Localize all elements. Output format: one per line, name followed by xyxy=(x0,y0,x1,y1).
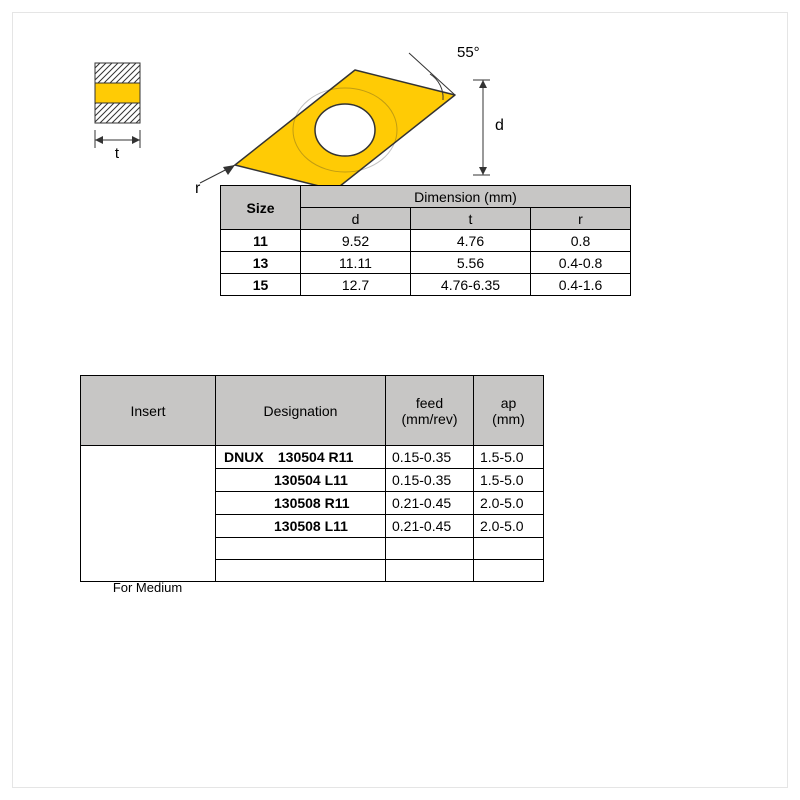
top-view-diagram: 55° d r xyxy=(195,35,515,198)
dimension-table: Size Dimension (mm) d t r 11 9.52 4.76 0… xyxy=(220,185,631,296)
angle-label: 55° xyxy=(457,44,480,61)
side-view-diagram: t xyxy=(75,58,170,176)
feed-header: feed (mm/rev) xyxy=(386,376,474,446)
table-row: 13 11.11 5.56 0.4-0.8 xyxy=(221,252,631,274)
col-t: t xyxy=(411,208,531,230)
designation-prefix: DNUX xyxy=(224,449,274,465)
insert-table: Insert Designation feed (mm/rev) ap (mm)… xyxy=(80,375,544,582)
ap-header: ap (mm) xyxy=(474,376,544,446)
designation-header: Designation xyxy=(216,376,386,446)
table-row: 11 9.52 4.76 0.8 xyxy=(221,230,631,252)
table-row: 15 12.7 4.76-6.35 0.4-1.6 xyxy=(221,274,631,296)
t-label: t xyxy=(115,145,120,162)
size-header: Size xyxy=(221,186,301,230)
col-r: r xyxy=(531,208,631,230)
d-label: d xyxy=(495,117,504,134)
table-row: DNUX 130504 R11 0.15-0.35 1.5-5.0 xyxy=(81,446,544,469)
col-d: d xyxy=(301,208,411,230)
insert-header: Insert xyxy=(81,376,216,446)
caption-medium: For Medium xyxy=(80,580,215,595)
dimension-header: Dimension (mm) xyxy=(301,186,631,208)
r-label: r xyxy=(195,180,201,195)
